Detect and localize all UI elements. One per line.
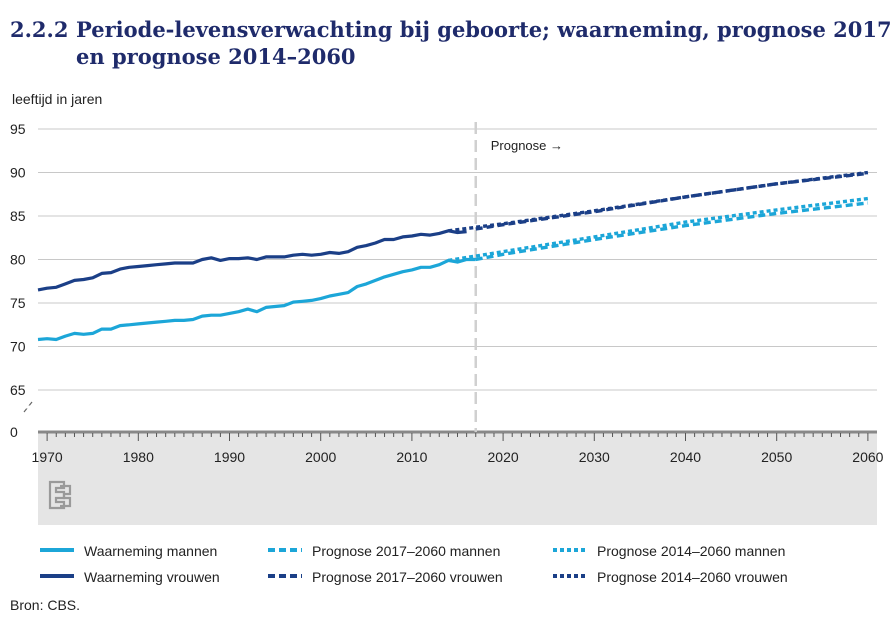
forecast-label: Prognose → [491, 138, 563, 153]
y-tick-label: 85 [10, 208, 26, 224]
legend-label-1: Waarneming vrouwen [84, 569, 220, 585]
legend-label-2: Prognose 2017–2060 mannen [312, 543, 500, 559]
series-line-1 [37, 229, 467, 292]
y-tick-labels: 0 65 70 75 80 85 90 95 [10, 121, 26, 440]
chart-title: 2.2.2 Periode-levensverwachting bij geboo… [10, 16, 892, 70]
x-tick-label: 2060 [852, 449, 883, 465]
y-tick-label: 80 [10, 252, 26, 268]
x-tick-label: 2020 [488, 449, 519, 465]
legend-label-0: Waarneming mannen [84, 543, 217, 559]
x-tick-label: 2000 [305, 449, 336, 465]
x-tick-label: 2010 [396, 449, 427, 465]
x-tick-label: 2040 [670, 449, 701, 465]
x-tick-labels: 1970 1980 1990 2000 2010 2020 2030 2040 2050 2060 [32, 433, 884, 465]
series-line-3 [475, 171, 869, 231]
x-tick-label: 1980 [123, 449, 154, 465]
x-axis-band [38, 432, 877, 525]
source-note: Bron: CBS. [10, 597, 81, 613]
y-tick-label: 90 [10, 165, 26, 181]
y-tick-label: 65 [10, 382, 26, 398]
x-tick-label: 1970 [32, 449, 63, 465]
axis-break-icon [18, 401, 33, 413]
title-number: 2.2.2 [10, 17, 69, 42]
title-line-1: Periode-levensverwachting bij geboorte; … [76, 17, 892, 42]
x-tick-label: 2030 [579, 449, 610, 465]
series-line-4 [448, 196, 869, 263]
series-line-2 [475, 201, 869, 262]
legend-label-4: Prognose 2014–2060 mannen [597, 543, 785, 559]
y-tick-label: 70 [10, 339, 26, 355]
x-tick-label: 1990 [214, 449, 245, 465]
gridlines [38, 128, 877, 434]
series-line-0 [37, 257, 476, 342]
legend: Waarneming mannen Waarneming vrouwen Progn… [40, 543, 788, 585]
title-line-2: en prognose 2014–2060 [76, 44, 356, 69]
series-group [37, 170, 869, 342]
y-axis-label: leeftijd in jaren [12, 91, 102, 107]
y-tick-label: 75 [10, 295, 26, 311]
x-tick-label: 2050 [761, 449, 792, 465]
y-tick-label: 0 [10, 424, 18, 440]
legend-label-3: Prognose 2017–2060 vrouwen [312, 569, 503, 585]
y-tick-label: 95 [10, 121, 26, 137]
cbs-logo [48, 480, 72, 510]
legend-label-5: Prognose 2014–2060 vrouwen [597, 569, 788, 585]
